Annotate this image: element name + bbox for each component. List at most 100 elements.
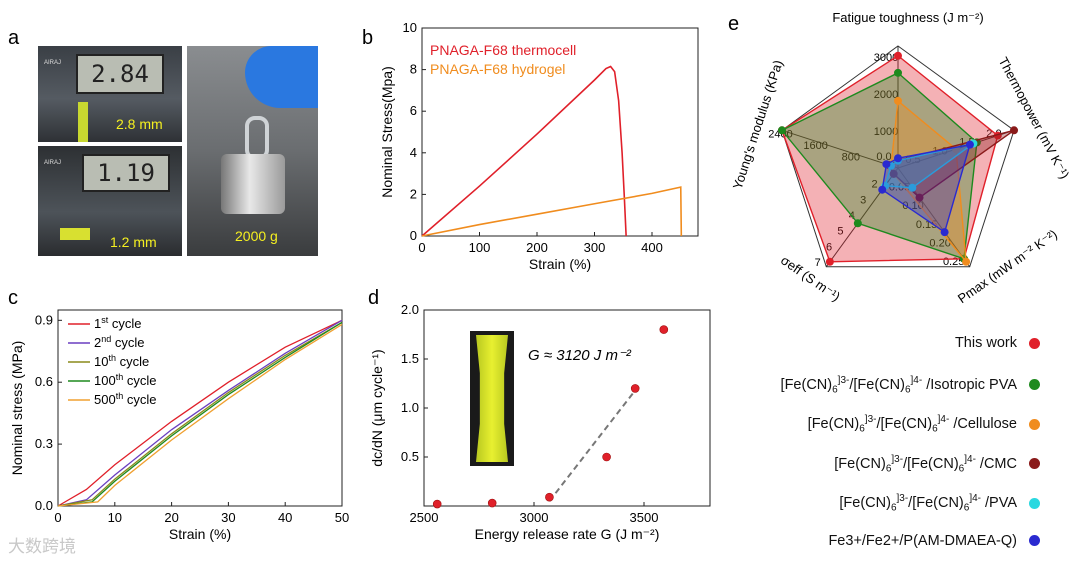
radar-axis-title-pmax: Pmax (mW m⁻² K⁻²) [955, 226, 1060, 306]
legend-e-label: This work [954, 335, 1017, 351]
y-tick-label: 1.5 [401, 351, 419, 366]
panel-letter-a: a [8, 27, 20, 49]
gel-inset-photo [470, 331, 514, 466]
weight-photo: 2000 g [187, 46, 318, 256]
radar-center-label: 0.0 [876, 151, 891, 163]
legend-e-label: [Fe(CN)6]3-/[Fe(CN)6]4- /CMC [834, 453, 1017, 475]
x-tick-label: 400 [641, 240, 663, 255]
data-point [630, 384, 640, 393]
radar-frame [781, 45, 1015, 268]
x-tick-label: 0 [418, 240, 425, 255]
legend-e-label: [Fe(CN)6]3-/[Fe(CN)6]4- /Isotropic PVA [780, 374, 1017, 396]
data-point [432, 499, 442, 509]
x-tick-label: 200 [526, 240, 548, 255]
y-tick-label: 0.0 [35, 498, 53, 513]
radar-axis [781, 129, 899, 169]
legend-e-marker [1029, 418, 1040, 430]
radar-point [882, 160, 891, 169]
weight-label: 2000 g [235, 228, 278, 244]
radar-point [908, 183, 917, 192]
radar-series [780, 72, 978, 260]
radar-axis-title-modulus: Young's modulus (KPa) [730, 58, 786, 191]
radar-point [894, 68, 902, 77]
x-tick-label: 30 [221, 510, 235, 525]
panel-letter-e: e [728, 13, 739, 35]
radar-tick-label: 3 [860, 194, 866, 206]
radar-tick-label: 6 [826, 241, 832, 253]
radar-point [853, 219, 862, 228]
legend-e-label: [Fe(CN)6]3-/[Fe(CN)6]4- /PVA [839, 493, 1017, 514]
radar-tick-label: 2 [872, 179, 878, 191]
chart-b: 0 100 200 300 400 0 2 4 6 8 10 Strain (%) Nominal St… [379, 20, 699, 272]
chart-e: 1000200030000.51.01.52.00.050.100.150.20… [730, 10, 1073, 306]
radar-series [781, 54, 999, 263]
legend-e-marker [1029, 379, 1040, 391]
panel-letter-d: d [368, 287, 379, 309]
series-line-thermocell [421, 65, 627, 237]
y-tick-label: 1.0 [401, 400, 419, 415]
y-tick-label: 4 [410, 145, 417, 160]
x-tick-label: 100 [469, 240, 491, 255]
radar-point [915, 193, 924, 202]
y-axis-label: Nominal stress (MPa) [9, 341, 25, 476]
legend-entry: PNAGA-F68 thermocell [430, 42, 576, 58]
cycle-curve [57, 323, 343, 507]
x-tick-label: 20 [164, 510, 178, 525]
legend-e-label: Fe3+/Fe2+/P(AM-DMAEA-Q) [828, 532, 1017, 549]
radar-axis [897, 167, 971, 267]
y-axis-label: Nominal Stress(Mpa) [379, 66, 395, 197]
x-tick-label: 10 [108, 510, 122, 525]
plot-frame [423, 309, 711, 507]
radar-tick-label: 5 [837, 226, 843, 238]
radar-point [962, 257, 971, 266]
legend-e-marker [1029, 337, 1040, 349]
y-axis-label: dc/dN (μm cycle⁻¹) [369, 349, 385, 466]
legend-entry: 2nd cycle [94, 334, 144, 350]
plot-frame [57, 309, 343, 507]
radar-tick-label: 1600 [803, 140, 827, 152]
glove [245, 46, 318, 108]
legend-e-item: [Fe(CN)6]3-/[Fe(CN)6]4- /CMC [834, 453, 1040, 475]
y-tick-label: 2.0 [401, 302, 419, 317]
caliper-brand-bottom: AIRAJ [44, 160, 62, 166]
chart-c: 0 10 20 30 40 50 0.0 0.3 0.6 0.9 Strain (%) Nominal… [9, 309, 349, 542]
radar-tick-label: 0.15 [916, 219, 937, 231]
x-axis-label: Energy release rate G (J m⁻²) [475, 526, 660, 542]
y-tick-label: 6 [410, 103, 417, 118]
legend-entry: 100th cycle [94, 372, 156, 388]
radar-tick-label: 800 [842, 152, 860, 164]
panel-letter-c: c [8, 287, 18, 309]
plot-frame [421, 27, 699, 237]
cycle-curve [57, 321, 343, 507]
caliper-photo-bottom: 1.19 AIRAJ 1.2 mm [38, 146, 182, 256]
data-point [602, 452, 611, 462]
x-axis-label: Strain (%) [169, 526, 231, 542]
data-point [659, 325, 669, 334]
x-tick-label: 40 [278, 510, 292, 525]
y-tick-label: 0 [410, 228, 417, 243]
y-tick-label: 0.9 [35, 312, 53, 327]
gel-strip-top [78, 102, 88, 142]
radar-axis-title-thermopower: Thermopower (mV K⁻¹) [996, 55, 1073, 182]
panel-letter-b: b [362, 27, 373, 49]
radar-axis-title-fatigue: Fatigue toughness (J m⁻²) [832, 10, 983, 25]
radar-tick-label: 1000 [874, 126, 898, 138]
x-tick-label: 0 [54, 510, 61, 525]
gel-sample [476, 335, 508, 462]
radar-tick-label: 2400 [768, 129, 792, 141]
series-line-hydrogel [421, 186, 683, 237]
cycle-curve [57, 319, 343, 507]
legend-e-marker [1029, 497, 1040, 509]
fit-line [548, 389, 636, 502]
radar-point [894, 51, 902, 60]
caliper-label-bottom: 1.2 mm [110, 234, 157, 250]
caliper-label-top: 2.8 mm [116, 116, 163, 132]
data-point [487, 498, 497, 508]
chart-d: 2500 3000 3500 0.5 1.0 1.5 2.0 Energy release r… [369, 302, 711, 542]
legend-entry: 1st cycle [94, 315, 141, 331]
legend-e-item: [Fe(CN)6]3-/[Fe(CN)6]4- /Isotropic PVA [780, 374, 1040, 396]
watermark: 大数跨境 [8, 537, 76, 556]
legend-e-item: Fe3+/Fe2+/P(AM-DMAEA-Q) [828, 533, 1040, 549]
radar-point [889, 169, 898, 178]
